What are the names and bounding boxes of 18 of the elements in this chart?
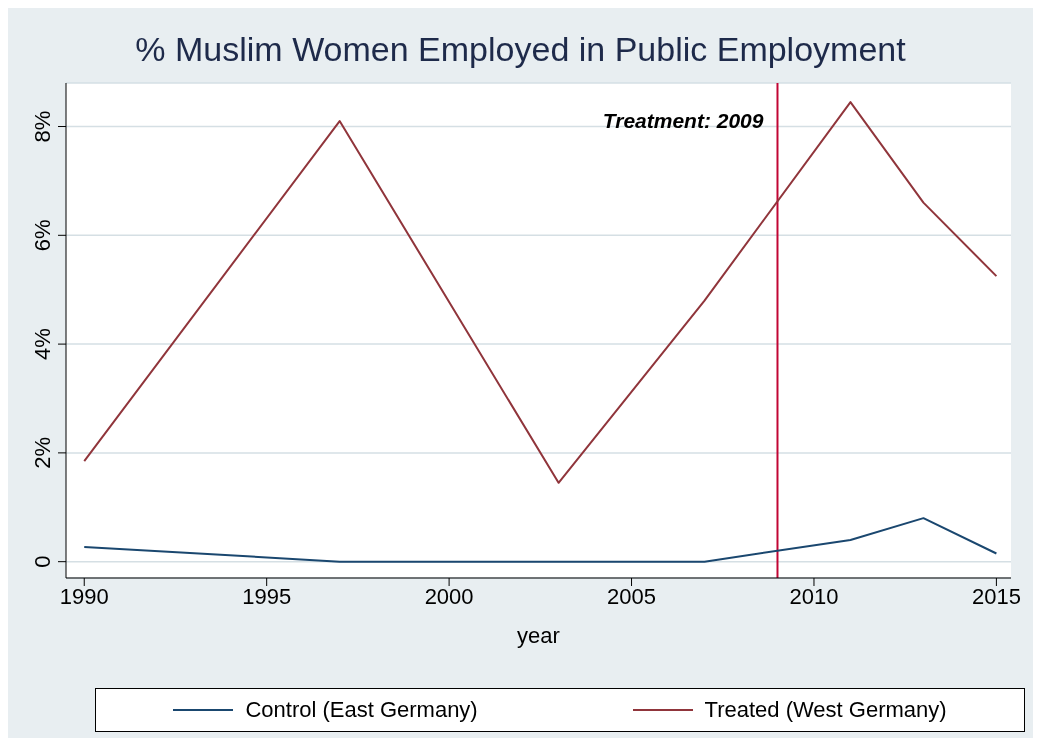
y-tick-label: 6% bbox=[30, 219, 55, 252]
ref-line-label: Treatment: 2009 bbox=[602, 109, 764, 132]
line-series bbox=[83, 101, 998, 484]
x-tick-label: 2010 bbox=[789, 583, 839, 609]
y-tick-label: 2% bbox=[30, 436, 55, 469]
y-tick-label: 8% bbox=[30, 110, 55, 143]
x-tick-label: 2005 bbox=[607, 583, 657, 609]
x-tick-label: 2015 bbox=[971, 583, 1021, 609]
x-tick-label: 1990 bbox=[59, 583, 109, 609]
legend-label: Control (East Germany) bbox=[245, 697, 478, 723]
x-axis-title: year bbox=[517, 623, 560, 648]
chart-title: % Muslim Women Employed in Public Employment bbox=[134, 29, 907, 70]
line-series bbox=[83, 517, 998, 563]
x-tick-label: 1995 bbox=[242, 583, 292, 609]
x-tick-label: 2000 bbox=[424, 583, 474, 609]
y-tick-label: 4% bbox=[30, 328, 55, 360]
legend-label: Treated (West Germany) bbox=[704, 697, 947, 723]
y-tick-label: 0 bbox=[30, 555, 55, 568]
